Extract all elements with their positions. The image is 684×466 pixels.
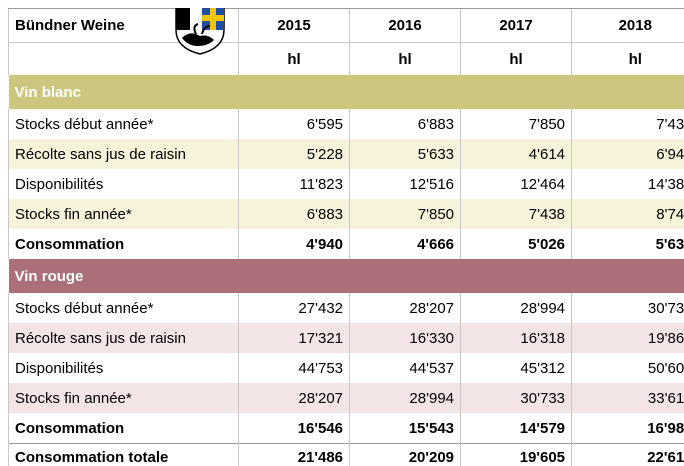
wine-table: Bündner Weine 2015 2016 2017 2018 hl hl hl hl Vin…: [8, 8, 684, 466]
unit-header: hl: [460, 42, 572, 75]
cell-value: 4'940: [238, 229, 350, 259]
data-row: Récolte sans jus de raisin 5'228 5'633 4'61…: [8, 139, 684, 169]
cell-value: 4'614: [460, 139, 572, 169]
cell-value: 50'601: [571, 353, 684, 383]
cell-value: 44'537: [349, 353, 461, 383]
year-header: 2018: [571, 8, 684, 43]
total-row: Consommation totale 21'486 20'209 19'605 22'…: [8, 443, 684, 466]
cell-value: 21'486: [238, 443, 350, 466]
cell-value: 5'228: [238, 139, 350, 169]
cell-value: 19'605: [460, 443, 572, 466]
section-band: Vin rouge: [8, 259, 684, 293]
coat-of-arms: [175, 8, 225, 55]
cell-value: 4'666: [349, 229, 461, 259]
row-label: Récolte sans jus de raisin: [8, 139, 239, 169]
row-label: Stocks début année*: [8, 293, 239, 323]
cell-value: 30'733: [571, 293, 684, 323]
cell-value: 16'318: [460, 323, 572, 353]
cell-value: 14'579: [460, 413, 572, 444]
row-label: Stocks fin année*: [8, 383, 239, 413]
cell-value: 6'595: [238, 109, 350, 139]
year-header: 2017: [460, 8, 572, 43]
cell-value: 22'616: [571, 443, 684, 466]
row-label: Stocks début année*: [8, 109, 239, 139]
section-band: Vin blanc: [8, 75, 684, 109]
row-label: Récolte sans jus de raisin: [8, 323, 239, 353]
cell-value: 28'994: [460, 293, 572, 323]
row-label: Disponibilités: [8, 353, 239, 383]
cell-value: 6'883: [349, 109, 461, 139]
data-row: Stocks fin année* 28'207 28'994 30'733 33'61…: [8, 383, 684, 413]
unit-header: hl: [571, 42, 684, 75]
data-row: Stocks début année* 27'432 28'207 28'994 30'…: [8, 293, 684, 323]
cell-value: 15'543: [349, 413, 461, 444]
cell-value: 8'749: [571, 199, 684, 229]
cell-value: 16'330: [349, 323, 461, 353]
cell-value: 17'321: [238, 323, 350, 353]
unit-header: hl: [349, 42, 461, 75]
row-label: Consommation: [8, 229, 239, 259]
cell-value: 14'382: [571, 169, 684, 199]
cell-value: 6'883: [238, 199, 350, 229]
cell-value: 20'209: [349, 443, 461, 466]
cell-value: 16'983: [571, 413, 684, 444]
year-header: 2015: [238, 8, 350, 43]
table-wrap: Bündner Weine 2015 2016 2017 2018 hl hl hl hl Vin…: [8, 8, 684, 466]
year-header: 2016: [349, 8, 461, 43]
cell-value: 7'850: [349, 199, 461, 229]
row-label: Disponibilités: [8, 169, 239, 199]
cell-value: 5'633: [571, 229, 684, 259]
cell-value: 44'753: [238, 353, 350, 383]
row-label: Consommation: [8, 413, 239, 444]
cell-value: 12'464: [460, 169, 572, 199]
cell-value: 27'432: [238, 293, 350, 323]
row-label: Stocks fin année*: [8, 199, 239, 229]
cell-value: 33'618: [571, 383, 684, 413]
row-label: Consommation totale: [8, 443, 239, 466]
cell-value: 5'026: [460, 229, 572, 259]
cell-value: 7'438: [460, 199, 572, 229]
cell-value: 28'994: [349, 383, 461, 413]
header-row: Bündner Weine 2015 2016 2017 2018: [8, 8, 684, 43]
section-name: Vin rouge: [8, 259, 684, 293]
cell-value: 30'733: [460, 383, 572, 413]
cell-value: 7'438: [571, 109, 684, 139]
cell-value: 16'546: [238, 413, 350, 444]
cell-value: 19'868: [571, 323, 684, 353]
cell-value: 12'516: [349, 169, 461, 199]
section-name: Vin blanc: [8, 75, 684, 109]
table-body: Bündner Weine 2015 2016 2017 2018 hl hl hl hl Vin…: [8, 8, 684, 466]
cell-value: 28'207: [349, 293, 461, 323]
unit-header: hl: [238, 42, 350, 75]
cell-value: 5'633: [349, 139, 461, 169]
cell-value: 45'312: [460, 353, 572, 383]
cell-value: 28'207: [238, 383, 350, 413]
data-row: Récolte sans jus de raisin 17'321 16'330 16…: [8, 323, 684, 353]
cell-value: 6'944: [571, 139, 684, 169]
unit-row: hl hl hl hl: [8, 42, 684, 75]
cell-value: 7'850: [460, 109, 572, 139]
cell-value: 11'823: [238, 169, 350, 199]
